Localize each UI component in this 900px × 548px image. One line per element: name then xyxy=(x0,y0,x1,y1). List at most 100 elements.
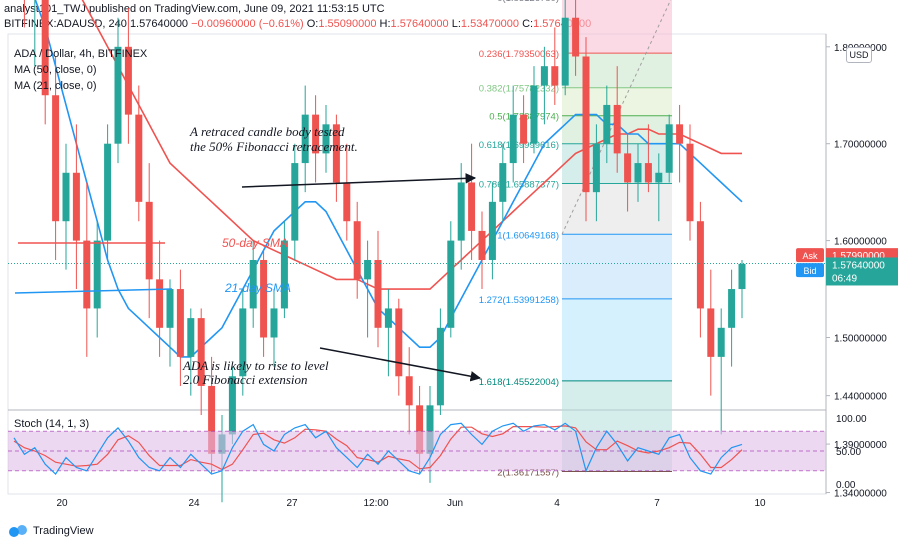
last-price-box xyxy=(826,257,898,286)
candle-body xyxy=(624,153,632,183)
candle-body xyxy=(93,240,101,309)
candle-body xyxy=(364,259,372,280)
time-tick-label: 7 xyxy=(654,498,660,509)
candle-body xyxy=(249,259,257,309)
legend-title: ADA / Dollar, 4h, BITFINEX xyxy=(14,48,148,60)
candle-body xyxy=(520,114,528,144)
annotation-text: A retraced candle body tested xyxy=(189,124,345,139)
candle-body xyxy=(52,95,60,222)
annotation-text: the 50% Fibonacci retracement. xyxy=(190,139,358,154)
time-tick-label: 24 xyxy=(188,498,200,509)
low-label: L: xyxy=(451,18,461,30)
price-tick-label: 1.34000000 xyxy=(834,489,887,500)
fib-label: 0.382(1.75782332) xyxy=(479,84,559,95)
fib-label: 2(1.36171557) xyxy=(497,468,559,479)
currency-badge[interactable]: USD xyxy=(846,47,872,63)
candle-body xyxy=(426,405,434,454)
stoch-tick-label: 50.00 xyxy=(836,447,861,458)
fib-label: 0(1.85126780) xyxy=(497,0,559,4)
candle-body xyxy=(603,104,611,144)
candle-body xyxy=(738,263,746,290)
fib-label: 1.272(1.53991258) xyxy=(479,295,559,306)
legend-ma21: MA (21, close, 0) xyxy=(14,80,97,92)
ma50-label: 50-day SMA xyxy=(222,236,288,250)
candle-body xyxy=(676,124,684,144)
candle-body xyxy=(156,279,164,328)
candle-body xyxy=(717,327,725,357)
annotation-text: 2.0 Fibonacci extension xyxy=(183,372,308,387)
annotation-text: ADA is likely to rise to level xyxy=(182,358,329,373)
fib-band xyxy=(562,298,672,381)
high-value: 1.57640000 xyxy=(390,18,449,30)
candle-body xyxy=(436,327,444,406)
candle-body xyxy=(468,182,476,231)
candle-body xyxy=(644,163,652,183)
stochastic-pane xyxy=(8,422,826,476)
high-label: H: xyxy=(379,18,391,30)
candle-body xyxy=(83,240,91,309)
arrow-line xyxy=(319,347,482,382)
time-tick-label: Jun xyxy=(447,498,463,509)
candle-body xyxy=(457,182,465,241)
price-tick-label: 1.44000000 xyxy=(834,392,887,403)
candle-body xyxy=(572,17,580,57)
candle-body xyxy=(332,124,340,183)
arrow-line xyxy=(241,173,477,188)
fib-band xyxy=(562,183,672,235)
candle-body xyxy=(478,230,486,260)
publish-line: analyst101_TWJ published on TradingView.… xyxy=(4,3,385,15)
candle-body xyxy=(239,308,247,377)
stoch-k-line xyxy=(13,422,743,476)
footer[interactable]: TradingView xyxy=(8,524,94,538)
candle-body xyxy=(197,318,205,386)
candle-body xyxy=(322,124,330,154)
candle-body xyxy=(582,56,590,193)
candle-body xyxy=(551,66,559,86)
fib-trend-line xyxy=(561,0,672,235)
candle-body xyxy=(343,182,351,222)
candle-body xyxy=(696,221,704,309)
fib-label: 1.618(1.45522004) xyxy=(479,377,559,388)
candle-body xyxy=(447,240,455,328)
low-value: 1.53470000 xyxy=(460,18,520,30)
fib-label: 1(1.60649168) xyxy=(497,230,559,241)
stoch-tick-label: 0.00 xyxy=(836,480,856,491)
fib-label: 0.236(1.79350063) xyxy=(479,49,559,60)
candle-body xyxy=(114,46,122,144)
candle-body xyxy=(374,259,382,328)
time-tick-label: 4 xyxy=(554,498,560,509)
ask-tag-value: 1.57990000 xyxy=(832,251,885,262)
price-tick-label: 1.50000000 xyxy=(834,334,887,345)
candle-body xyxy=(135,114,143,202)
candles xyxy=(23,0,746,503)
candle-body xyxy=(145,201,153,280)
fib-label: 0.786(1.65887377) xyxy=(479,180,559,191)
candle-body xyxy=(228,376,236,435)
brand-name: TradingView xyxy=(33,525,94,537)
candle-body xyxy=(509,114,517,164)
candle-body xyxy=(41,0,49,96)
axes: 2.000000001.900000001.800000001.70000000… xyxy=(56,43,887,509)
candle-body xyxy=(540,66,548,86)
candle-body xyxy=(104,143,112,241)
bid-tag-label-box xyxy=(796,263,824,278)
candle-body xyxy=(488,201,496,260)
candle-body xyxy=(561,17,569,86)
fib-label: 0.618(1.69999616) xyxy=(479,140,559,151)
price-tick-label: 1.70000000 xyxy=(834,140,887,151)
candle-body xyxy=(291,163,299,241)
candle-body xyxy=(270,308,278,338)
bid-tag-label: Bid xyxy=(803,266,816,276)
candle-body xyxy=(301,114,309,164)
candle-body xyxy=(613,104,621,154)
fib-band xyxy=(562,0,672,54)
last-price-value: 1.57640000 xyxy=(832,260,885,271)
time-tick-label: 27 xyxy=(286,498,298,509)
time-tick-label: 10 xyxy=(754,498,766,509)
candle-body xyxy=(312,114,320,154)
price-tick-label: 1.39000000 xyxy=(834,440,887,451)
candle-body xyxy=(592,143,600,193)
candle-body xyxy=(166,289,174,328)
